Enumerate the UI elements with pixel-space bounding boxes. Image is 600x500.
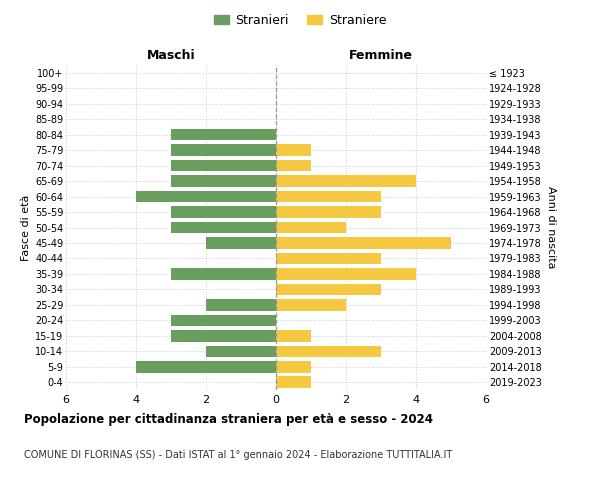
Bar [276, 268, 416, 280]
Text: Popolazione per cittadinanza straniera per età e sesso - 2024: Popolazione per cittadinanza straniera p… [24, 412, 433, 426]
Bar [276, 206, 381, 218]
Text: COMUNE DI FLORINAS (SS) - Dati ISTAT al 1° gennaio 2024 - Elaborazione TUTTITALI: COMUNE DI FLORINAS (SS) - Dati ISTAT al … [24, 450, 452, 460]
Bar [276, 222, 346, 234]
Legend: Stranieri, Straniere: Stranieri, Straniere [209, 8, 391, 32]
Bar [206, 299, 276, 310]
Bar [171, 206, 276, 218]
Y-axis label: Fasce di età: Fasce di età [20, 194, 31, 260]
Bar [171, 330, 276, 342]
Bar [276, 160, 311, 172]
Bar [276, 252, 381, 264]
Bar [171, 144, 276, 156]
Bar [276, 190, 381, 202]
Text: Maschi: Maschi [146, 49, 196, 62]
Bar [276, 176, 416, 187]
Bar [276, 346, 381, 357]
Bar [171, 314, 276, 326]
Bar [276, 237, 451, 249]
Bar [276, 376, 311, 388]
Bar [276, 361, 311, 372]
Bar [171, 268, 276, 280]
Bar [206, 237, 276, 249]
Bar [136, 190, 276, 202]
Bar [171, 160, 276, 172]
Bar [136, 361, 276, 372]
Bar [276, 330, 311, 342]
Y-axis label: Anni di nascita: Anni di nascita [546, 186, 556, 269]
Bar [171, 176, 276, 187]
Bar [171, 222, 276, 234]
Bar [276, 299, 346, 310]
Bar [171, 129, 276, 140]
Bar [276, 284, 381, 295]
Bar [276, 144, 311, 156]
Text: Femmine: Femmine [349, 49, 413, 62]
Bar [206, 346, 276, 357]
